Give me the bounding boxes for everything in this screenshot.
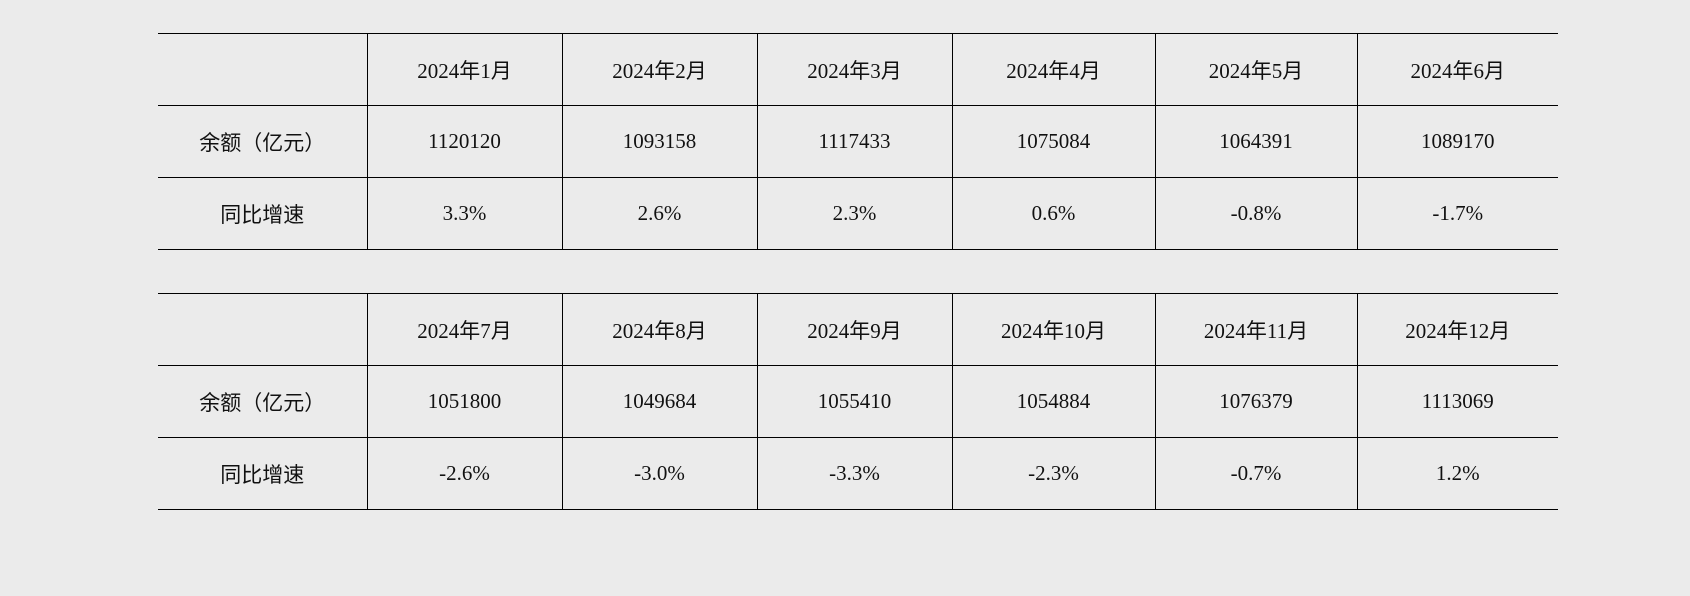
- value-cell: -2.3%: [951, 437, 1155, 510]
- data-row: 同比增速 -2.6% -3.0% -3.3% -2.3% -0.7% 1.2%: [158, 437, 1558, 510]
- value-cell: -0.8%: [1154, 177, 1357, 250]
- corner-cell: [158, 293, 367, 366]
- header-cell: 2024年4月: [951, 33, 1155, 106]
- corner-cell: [158, 33, 367, 106]
- value-cell: 1.2%: [1356, 437, 1558, 510]
- value-cell: 1075084: [951, 105, 1155, 178]
- header-cell: 2024年3月: [756, 33, 952, 106]
- data-row: 同比增速 3.3% 2.6% 2.3% 0.6% -0.8% -1.7%: [158, 177, 1558, 250]
- header-row: 2024年1月 2024年2月 2024年3月 2024年4月 2024年5月 2024年…: [158, 33, 1558, 106]
- row-label: 同比增速: [158, 437, 367, 510]
- header-cell: 2024年12月: [1356, 293, 1558, 366]
- data-row: 余额（亿元） 1051800 1049684 1055410 1054884 107637…: [158, 365, 1558, 438]
- value-cell: 1049684: [561, 365, 757, 438]
- value-cell: 2.6%: [561, 177, 757, 250]
- value-cell: 1054884: [951, 365, 1155, 438]
- value-cell: 1113069: [1356, 365, 1558, 438]
- header-cell: 2024年1月: [366, 33, 562, 106]
- value-cell: 1117433: [756, 105, 952, 178]
- tables: 2024年1月 2024年2月 2024年3月 2024年4月 2024年5月 2024年…: [158, 33, 1558, 553]
- value-cell: 1076379: [1154, 365, 1357, 438]
- value-cell: 1051800: [366, 365, 562, 438]
- row-label: 同比增速: [158, 177, 367, 250]
- value-cell: 1120120: [366, 105, 562, 178]
- value-cell: -2.6%: [366, 437, 562, 510]
- data-row: 余额（亿元） 1120120 1093158 1117433 1075084 106439…: [158, 105, 1558, 178]
- header-cell: 2024年10月: [951, 293, 1155, 366]
- header-cell: 2024年5月: [1154, 33, 1357, 106]
- row-label: 余额（亿元）: [158, 365, 367, 438]
- value-cell: 1064391: [1154, 105, 1357, 178]
- row-label: 余额（亿元）: [158, 105, 367, 178]
- value-cell: -3.0%: [561, 437, 757, 510]
- header-cell: 2024年11月: [1154, 293, 1357, 366]
- value-cell: 2.3%: [756, 177, 952, 250]
- header-cell: 2024年2月: [561, 33, 757, 106]
- data-table: 2024年7月 2024年8月 2024年9月 2024年10月 2024年11月 202…: [158, 293, 1558, 510]
- table-body: 2024年7月 2024年8月 2024年9月 2024年10月 2024年11月 202…: [158, 293, 1558, 510]
- header-cell: 2024年7月: [366, 293, 562, 366]
- value-cell: 1055410: [756, 365, 952, 438]
- value-cell: 3.3%: [366, 177, 562, 250]
- header-cell: 2024年8月: [561, 293, 757, 366]
- value-cell: 1093158: [561, 105, 757, 178]
- value-cell: 1089170: [1356, 105, 1558, 178]
- value-cell: 0.6%: [951, 177, 1155, 250]
- value-cell: -3.3%: [756, 437, 952, 510]
- value-cell: -0.7%: [1154, 437, 1357, 510]
- header-row: 2024年7月 2024年8月 2024年9月 2024年10月 2024年11月 202…: [158, 293, 1558, 366]
- value-cell: -1.7%: [1356, 177, 1558, 250]
- header-cell: 2024年6月: [1356, 33, 1558, 106]
- data-table: 2024年1月 2024年2月 2024年3月 2024年4月 2024年5月 2024年…: [158, 33, 1558, 250]
- table-body: 2024年1月 2024年2月 2024年3月 2024年4月 2024年5月 2024年…: [158, 33, 1558, 250]
- header-cell: 2024年9月: [756, 293, 952, 366]
